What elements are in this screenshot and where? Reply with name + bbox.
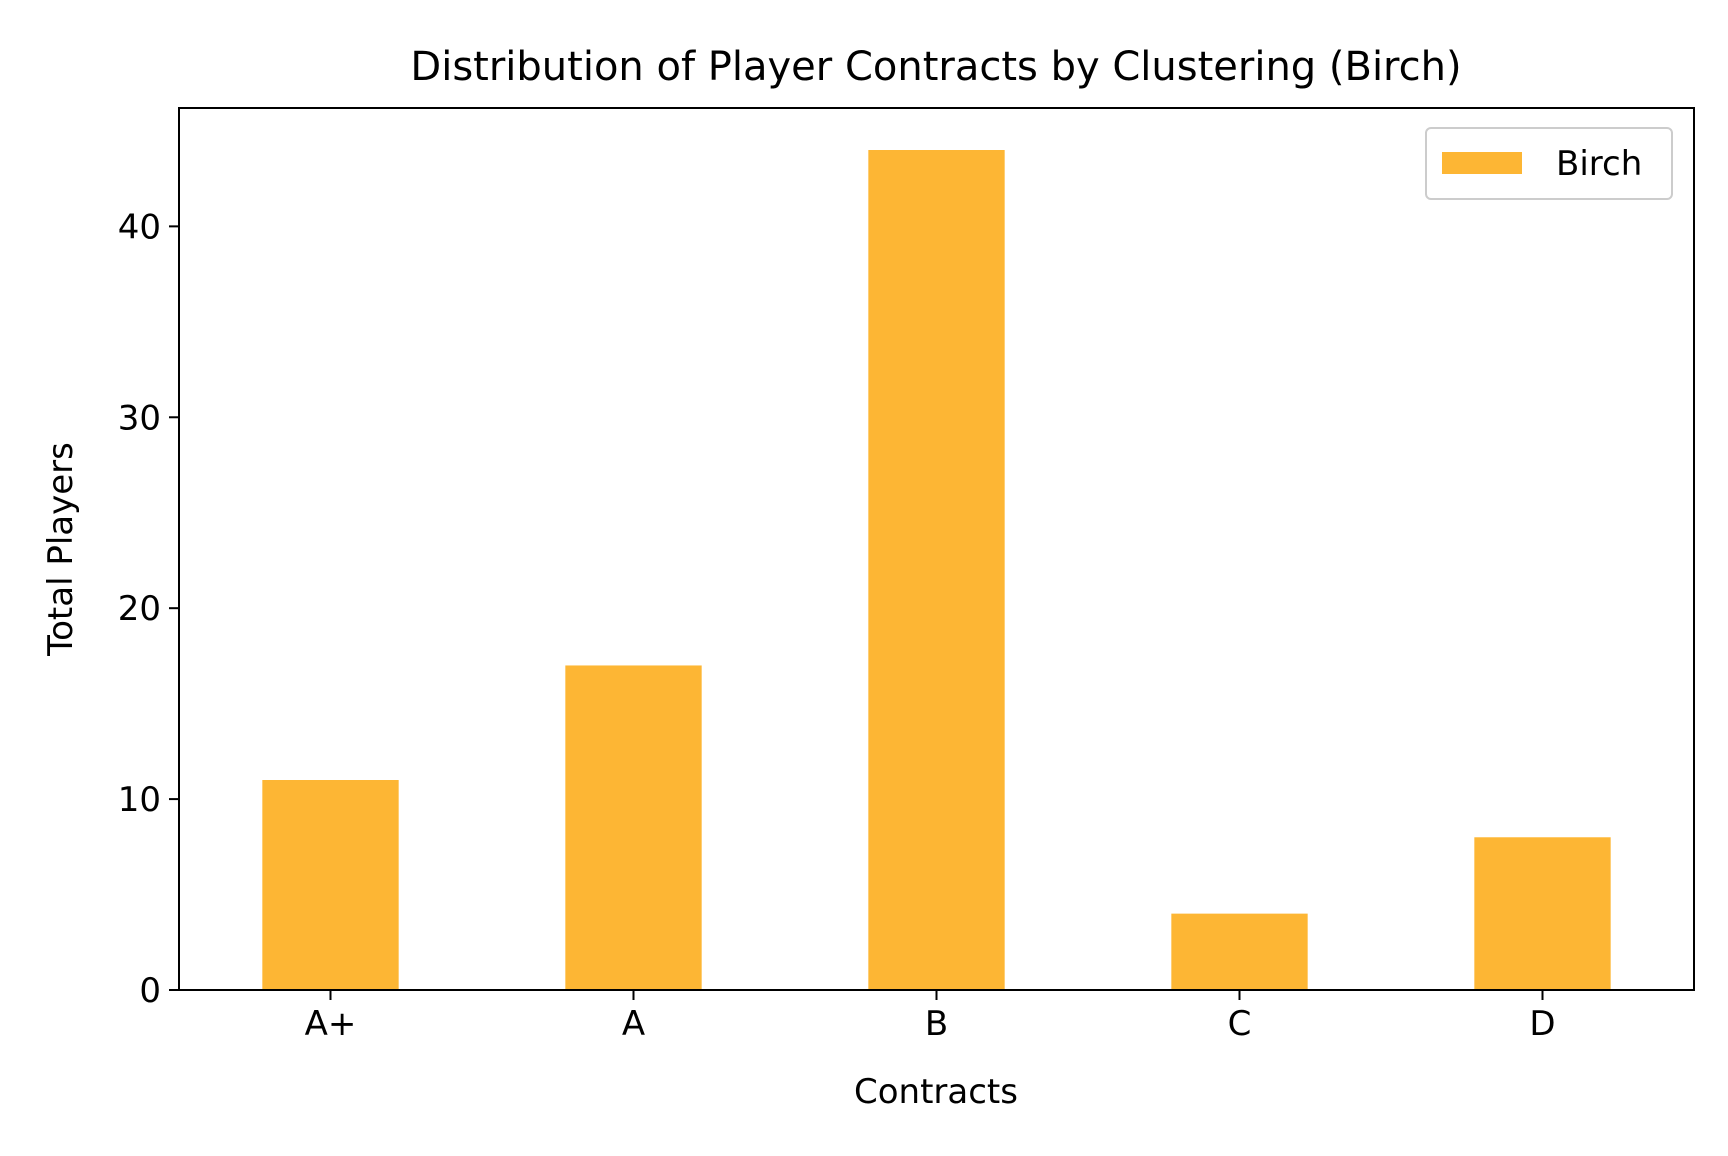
x-tick-label-1: A (622, 1004, 645, 1044)
x-axis-label: Contracts (854, 1072, 1018, 1112)
y-tick-label-0: 0 (139, 971, 161, 1011)
x-tick-label-3: C (1228, 1004, 1252, 1044)
y-tick-label-1: 10 (118, 780, 161, 820)
bar-0 (262, 780, 399, 990)
y-tick-label-4: 40 (118, 207, 161, 247)
bar-3 (1171, 913, 1308, 990)
x-tick-label-0: A+ (305, 1004, 357, 1044)
bar-1 (565, 665, 702, 990)
x-axis: A+ A B C D (305, 990, 1556, 1044)
chart-title: Distribution of Player Contracts by Clus… (410, 44, 1461, 90)
legend-swatch-birch (1442, 152, 1522, 174)
x-tick-label-4: D (1529, 1004, 1555, 1044)
y-axis-label: Total Players (41, 442, 81, 657)
legend-box (1425, 127, 1673, 200)
plot-frame (178, 107, 1695, 991)
bars-group (262, 150, 1611, 990)
bar-4 (1474, 837, 1611, 990)
x-tick-label-2: B (925, 1004, 948, 1044)
y-tick-label-2: 20 (118, 589, 161, 629)
y-tick-label-3: 30 (118, 398, 161, 438)
bar-2 (868, 150, 1005, 990)
y-axis: 0 10 20 30 40 (118, 207, 179, 1011)
legend: Birch (1425, 127, 1673, 200)
legend-label-birch: Birch (1556, 144, 1642, 184)
